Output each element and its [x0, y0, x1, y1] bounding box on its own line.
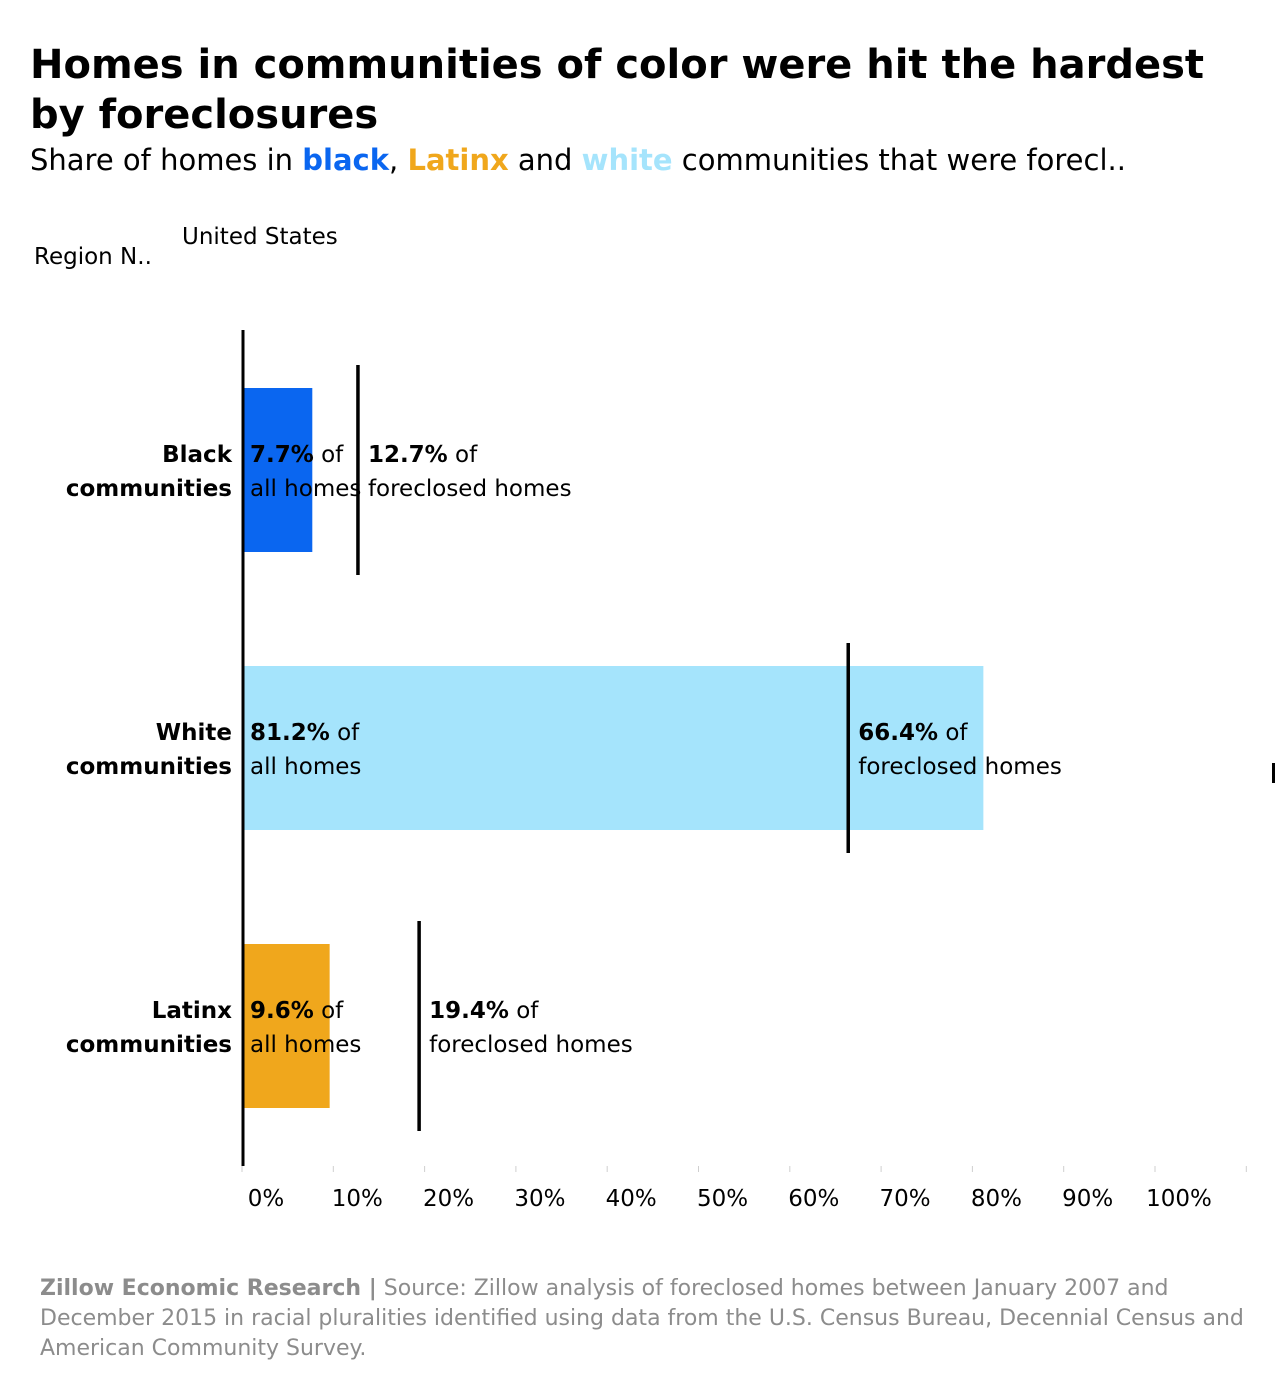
category-label-white: White communities [66, 720, 232, 780]
data-label-black-foreclosed: 12.7% of foreclosed homes [368, 442, 572, 502]
region-filter-value[interactable]: United States [182, 224, 338, 250]
subtitle-prefix: Share of homes in [30, 143, 303, 177]
x-tick-label-0: 0% [248, 1186, 285, 1212]
x-tick-label-30: 30% [514, 1186, 565, 1212]
category-label-black: Black communities [66, 442, 233, 502]
x-tick-label-100: 100% [1146, 1186, 1212, 1212]
x-tick-label-10: 10% [332, 1186, 383, 1212]
data-label-black-all-homes: 7.7% of all homes [250, 442, 361, 502]
footer-source-note: Zillow Economic Research | Source: Zillo… [40, 1274, 1250, 1364]
chart-subtitle: Share of homes in black, Latinx and whit… [30, 140, 1270, 180]
footer-organization: Zillow Economic Research | [40, 1276, 377, 1301]
x-tick-label-80: 80% [971, 1186, 1022, 1212]
chart-title: Homes in communities of color were hit t… [30, 42, 1205, 138]
clipped-marker [1272, 763, 1275, 783]
x-tick-label-90: 90% [1062, 1186, 1113, 1212]
subtitle-keyword-latinx: Latinx [407, 143, 509, 177]
subtitle-keyword-white: white [581, 143, 673, 177]
data-label-latinx-foreclosed: 19.4% of foreclosed homes [429, 998, 633, 1058]
x-tick-label-40: 40% [606, 1186, 657, 1212]
subtitle-separator-comma: , [389, 143, 399, 177]
x-tick-label-70: 70% [880, 1186, 931, 1212]
data-label-latinx-all-homes: 9.6% of all homes [250, 998, 361, 1058]
bar-black-all-homes [242, 388, 313, 552]
x-tick-label-60: 60% [788, 1186, 839, 1212]
bar-white-all-homes [242, 666, 984, 830]
subtitle-separator-and: and [508, 143, 582, 177]
bar-latinx-all-homes [242, 944, 330, 1108]
x-tick-label-50: 50% [697, 1186, 748, 1212]
data-label-white-foreclosed: 66.4% of foreclosed homes [858, 720, 1062, 780]
x-tick-label-20: 20% [423, 1186, 474, 1212]
subtitle-suffix: communities that were forecl.. [672, 143, 1126, 177]
data-label-white-all-homes: 81.2% of all homes [250, 720, 361, 780]
region-filter-label: Region N.. [34, 244, 152, 270]
category-label-latinx: Latinx communities [66, 998, 232, 1058]
footer-source-text: Source: Zillow analysis of foreclosed ho… [40, 1276, 1244, 1361]
subtitle-keyword-black: black [302, 143, 390, 177]
